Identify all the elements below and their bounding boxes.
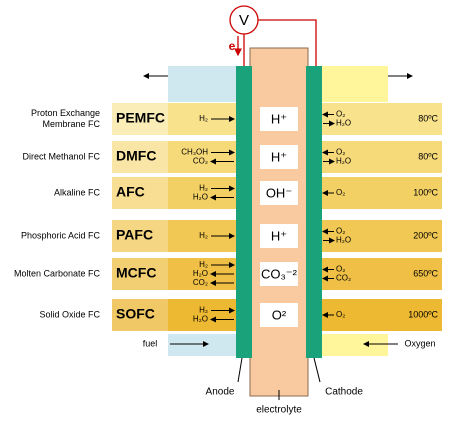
oxygen-label: Oxygen [404, 338, 435, 348]
cathode-species: H₂O [336, 157, 351, 166]
ion-box [260, 181, 298, 205]
fuel-inlet-band [168, 334, 236, 356]
cathode-species: H₂O [336, 236, 351, 245]
ion: H⁺ [271, 111, 287, 126]
anode-row-band-light [112, 220, 168, 252]
cell-abbreviation: PAFC [116, 227, 153, 243]
cell-abbreviation: SOFC [116, 306, 155, 322]
voltmeter [229, 5, 259, 35]
anode-species: H₂ [199, 114, 208, 123]
anode-species: CO₂ [193, 278, 208, 287]
cathode-layer [306, 66, 322, 358]
ion-box [260, 224, 298, 248]
cathode-row-band [322, 103, 442, 135]
anode-species: H₂O [193, 269, 208, 278]
cell-name: Direct Methanol FC [22, 151, 100, 161]
cell-name: Molten Carbonate FC [14, 268, 101, 278]
ion-box [260, 262, 298, 286]
electron-label: e [229, 39, 236, 53]
anode-row-band-light [112, 177, 168, 209]
cathode-species: O₂ [336, 110, 345, 119]
anode-row-band-light [112, 141, 168, 173]
anode-row-band-light [112, 103, 168, 135]
cell-name: Phosphoric Acid FC [21, 230, 101, 240]
anode-row-band-light [112, 258, 168, 290]
ion: H⁺ [271, 228, 287, 243]
operating-temperature: 80ºC [418, 113, 438, 123]
cathode-species: CO₂ [336, 274, 351, 283]
anode-species: H₂ [199, 231, 208, 240]
ion-box [260, 303, 298, 327]
anode-species: H₂ [199, 306, 208, 315]
anode-species: CH₃OH [181, 148, 208, 157]
voltmeter-label: V [239, 12, 249, 29]
fuel-exhaust-band [168, 66, 236, 102]
cell-abbreviation: MCFC [116, 265, 156, 281]
anode-species: H₂ [199, 184, 208, 193]
cell-name: Alkaline FC [54, 187, 101, 197]
operating-temperature: 650ºC [413, 268, 438, 278]
anode-layer [236, 66, 252, 358]
ion: O² [272, 307, 287, 322]
cell-name: Membrane FC [42, 119, 100, 129]
anode-label: Anode [206, 387, 235, 398]
cathode-species: O₂ [336, 148, 345, 157]
cell-abbreviation: PEMFC [116, 110, 165, 126]
cathode-species: O₂ [336, 265, 345, 274]
cathode-row-band [322, 258, 442, 290]
cathode-species: O₂ [336, 310, 345, 319]
anode-row-band-light [112, 299, 168, 331]
leader-line [237, 357, 243, 383]
cathode-species: H₂O [336, 119, 351, 128]
ion-box [260, 107, 298, 131]
operating-temperature: 1000ºC [408, 309, 438, 319]
cathode-row-band [322, 141, 442, 173]
ion: OH⁻ [266, 185, 292, 200]
operating-temperature: 80ºC [418, 151, 438, 161]
cathode-label: Cathode [325, 387, 363, 398]
oxygen-exhaust-band [320, 66, 388, 102]
cathode-species: O₂ [336, 227, 345, 236]
ion: H⁺ [271, 149, 287, 164]
ion-box [260, 145, 298, 169]
ion: CO₃⁻² [261, 266, 298, 281]
anode-species: H₂O [193, 315, 208, 324]
cell-name: Solid Oxide FC [39, 309, 100, 319]
cathode-row-band [322, 220, 442, 252]
operating-temperature: 100ºC [413, 187, 438, 197]
cathode-row-band [322, 177, 442, 209]
oxygen-inlet-band [320, 334, 388, 356]
anode-species: CO₂ [193, 157, 208, 166]
cell-abbreviation: AFC [116, 184, 145, 200]
leader-line [313, 357, 321, 383]
operating-temperature: 200ºC [413, 230, 438, 240]
electrolyte-layer [249, 47, 309, 397]
electrolyte-label: electrolyte [256, 405, 302, 416]
cell-name: Proton Exchange [31, 108, 100, 118]
anode-species: H₂ [199, 260, 208, 269]
cell-abbreviation: DMFC [116, 148, 156, 164]
cathode-row-band [322, 299, 442, 331]
anode-species: H₂O [193, 193, 208, 202]
cathode-species: O₂ [336, 188, 345, 197]
fuel-label: fuel [143, 338, 158, 348]
